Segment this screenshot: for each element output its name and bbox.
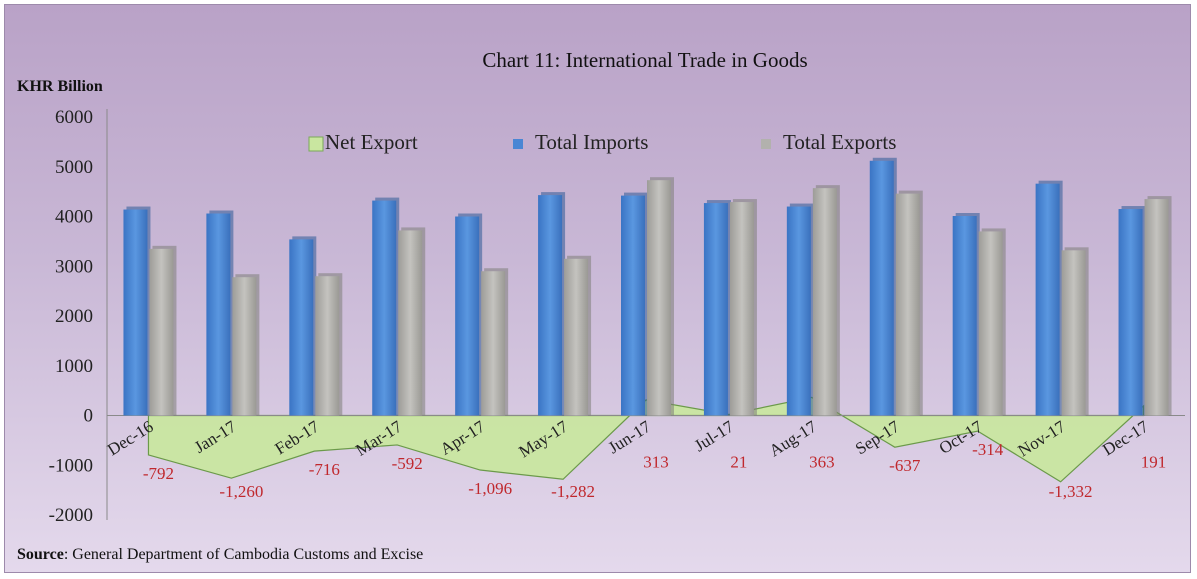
net-export-data-label: -314: [972, 440, 1004, 459]
legend-swatch-total-exports: [761, 139, 771, 149]
total-imports-bar: [1118, 209, 1143, 416]
legend-swatch-total-imports: [513, 139, 523, 149]
net-export-data-labels: -792 -1,260 -716 -592 -1,096 -1,282 313 21 363 -6…: [143, 440, 1166, 501]
legend: Net Export Total Imports Total Exports: [308, 130, 896, 154]
y-tick-label: 4000: [55, 207, 93, 228]
total-exports-bar: [232, 277, 257, 416]
net-export-data-label: 313: [643, 453, 669, 472]
total-exports-bar: [978, 231, 1003, 416]
total-exports-bar: [398, 230, 423, 416]
total-imports-bar: [952, 216, 977, 416]
y-tick-label: 3000: [55, 256, 93, 277]
legend-label-net-export: Net Export: [325, 130, 418, 154]
net-export-data-label: -792: [143, 464, 174, 483]
y-tick-labels: 6000 5000 4000 3000 2000 1000 0 -1000 -2000: [49, 107, 93, 526]
net-export-data-label: -592: [392, 454, 423, 473]
net-export-data-label: 21: [730, 453, 747, 472]
y-tick-label: 0: [84, 406, 94, 427]
net-export-data-label: -637: [889, 456, 921, 475]
y-tick-label: -1000: [49, 455, 93, 476]
net-export-data-label: -716: [309, 460, 340, 479]
total-imports-bar: [372, 200, 397, 416]
total-exports-bar: [149, 248, 174, 416]
total-exports-bar: [564, 258, 589, 416]
trade-chart: Chart 11: International Trade in Goods K…: [17, 48, 1185, 563]
net-export-area-layer: [147, 396, 1145, 483]
total-imports-bar: [1035, 183, 1060, 416]
y-tick-label: -2000: [49, 505, 93, 526]
total-exports-bar: [812, 188, 837, 416]
total-imports-bar: [621, 195, 645, 416]
chart-title: Chart 11: International Trade in Goods: [482, 48, 807, 72]
y-axis-unit: KHR Billion: [17, 78, 103, 95]
legend-swatch-net-export: [308, 136, 324, 152]
total-exports-bar: [647, 180, 671, 416]
net-export-data-label: -1,096: [468, 479, 512, 498]
total-exports-bar: [895, 193, 920, 416]
category-label: Jul-17: [691, 417, 738, 456]
total-imports-bar: [703, 203, 728, 416]
total-imports-bar: [538, 195, 563, 416]
total-imports-bar: [123, 209, 148, 416]
source-text: : General Department of Cambodia Customs…: [64, 546, 423, 563]
chart-frame: Chart 11: International Trade in Goods K…: [4, 4, 1191, 573]
y-tick-label: 2000: [55, 306, 93, 327]
legend-label-total-imports: Total Imports: [535, 130, 648, 154]
total-exports-bar: [1061, 250, 1086, 416]
total-imports-bar: [455, 216, 480, 416]
total-imports-bar: [289, 239, 314, 416]
y-tick-label: 5000: [55, 157, 93, 178]
net-export-area: [147, 396, 1145, 483]
net-export-data-label: -1,260: [219, 482, 263, 501]
net-export-data-label: 363: [809, 453, 835, 472]
net-export-data-label: 191: [1141, 453, 1167, 472]
total-exports-bar: [481, 271, 506, 416]
total-exports-bar: [1144, 199, 1169, 416]
legend-label-total-exports: Total Exports: [783, 130, 896, 154]
source-note: Source: General Department of Cambodia C…: [17, 546, 423, 563]
bars-layer: [123, 157, 1172, 416]
y-tick-label: 1000: [55, 356, 93, 377]
source-label: Source: [17, 546, 64, 563]
net-export-data-label: -1,332: [1049, 482, 1093, 501]
total-imports-bar: [786, 206, 811, 416]
y-tick-label: 6000: [55, 107, 93, 128]
net-export-data-label: -1,282: [551, 482, 595, 501]
total-exports-bar: [729, 202, 754, 416]
total-imports-bar: [869, 160, 894, 416]
total-imports-bar: [206, 213, 231, 416]
total-exports-bar: [315, 276, 340, 416]
